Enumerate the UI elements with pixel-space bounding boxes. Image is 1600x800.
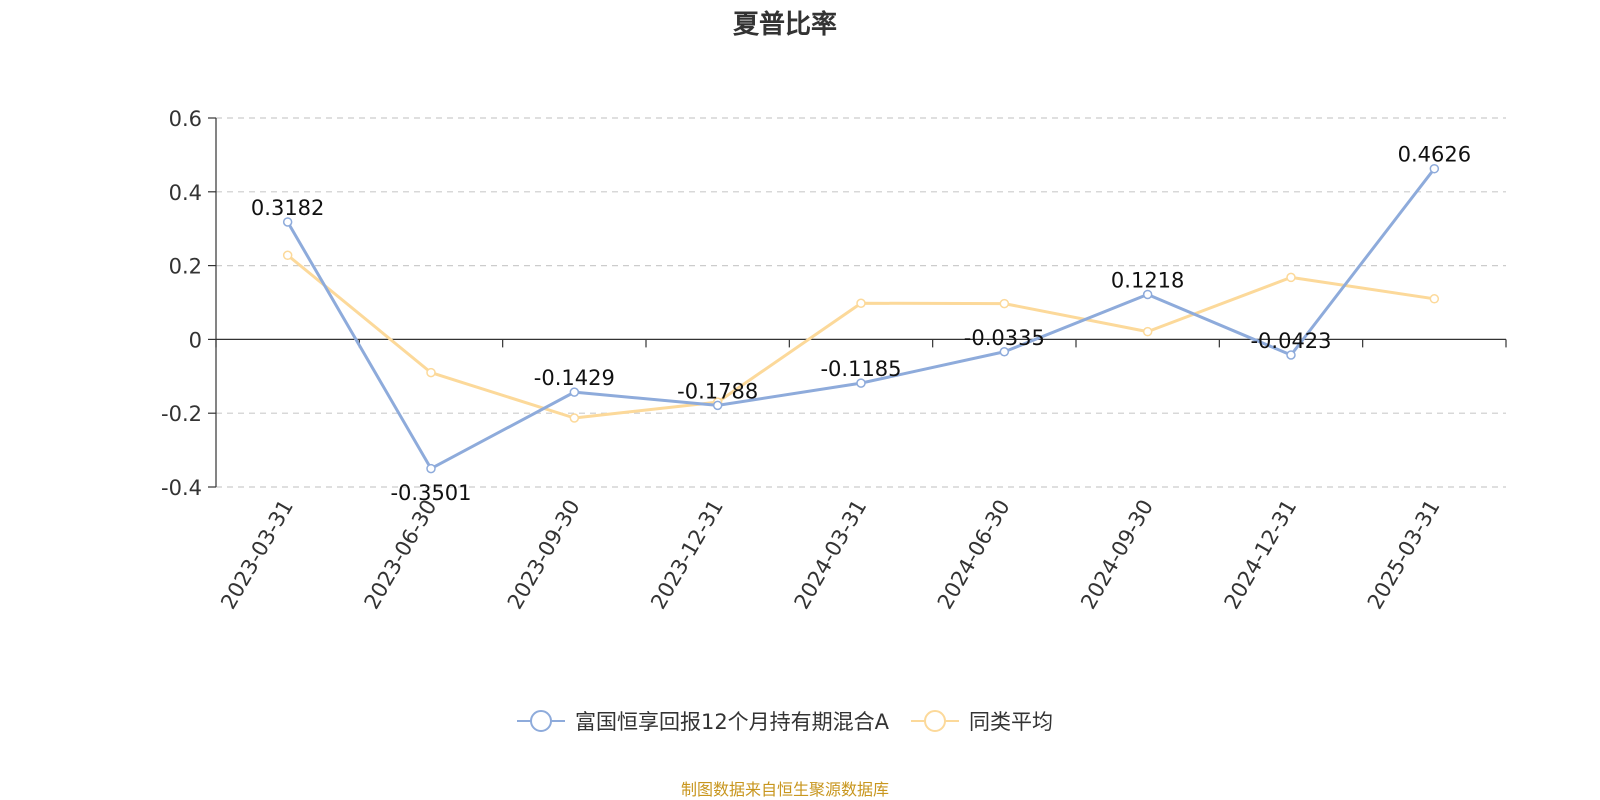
legend-label-peer-average: 同类平均 [969, 710, 1054, 734]
data-point-peer-average [856, 298, 866, 308]
data-label: -0.0423 [1250, 329, 1331, 353]
data-point-peer-average [282, 250, 293, 261]
x-tick-label: 2024-12-31 [1220, 496, 1302, 614]
line-chart: 0.6 0.4 0.2 0 -0.2 -0.4 2023-03-31 2023-06-30 20… [161, 107, 1507, 614]
series-line-fund [286, 167, 1436, 471]
data-point-peer-average [426, 367, 436, 378]
source-note: 制图数据来自恒生聚源数据库 [680, 780, 889, 799]
data-point-fund [569, 387, 580, 397]
x-tick-label: 2023-03-31 [216, 496, 298, 614]
y-tick-label: -0.2 [161, 402, 202, 426]
data-label: 0.1218 [1111, 268, 1184, 292]
y-tick-label: 0 [189, 328, 202, 352]
data-point-peer-average [1286, 272, 1296, 283]
data-label: 0.4626 [1398, 143, 1471, 167]
y-tick-label: -0.4 [161, 476, 202, 500]
data-point-fund [1429, 163, 1440, 174]
x-tick-label: 2023-12-31 [646, 496, 728, 614]
data-point-peer-average [1142, 326, 1153, 337]
data-point-peer-average [999, 298, 1010, 309]
data-label: 0.3182 [251, 196, 324, 220]
legend-marker-peer-average [911, 710, 960, 732]
legend-marker-fund [516, 710, 565, 732]
legend: 富国恒享回报12个月持有期混合A 同类平均 [0, 706, 1570, 736]
data-point-peer-average [1429, 294, 1440, 304]
data-point-fund [1286, 350, 1296, 360]
x-tick-label: 2023-09-30 [503, 496, 585, 614]
chart-title: 夏普比率 [732, 10, 837, 40]
y-tick-label: 0.2 [169, 255, 202, 279]
legend-label-fund: 富国恒享回报12个月持有期混合A [574, 710, 890, 734]
data-point-peer-average [569, 413, 580, 423]
legend-item-peer-average[interactable]: 同类平均 [911, 706, 1053, 736]
y-tick-label: 0.6 [169, 107, 202, 131]
data-point-fund [426, 463, 436, 474]
data-label: -0.0335 [964, 326, 1045, 350]
data-point-fund [282, 217, 293, 227]
x-tick-label: 2024-03-31 [790, 496, 872, 614]
data-label: -0.1788 [677, 379, 758, 403]
data-label: -0.1185 [820, 357, 901, 381]
data-point-fund [1142, 289, 1153, 300]
x-tick-label: 2023-06-30 [360, 496, 442, 614]
data-label: -0.1429 [534, 366, 615, 390]
x-tick-label: 2024-06-30 [933, 495, 1015, 613]
data-label: -0.3501 [390, 481, 471, 505]
x-tick-label: 2024-09-30 [1076, 496, 1158, 614]
data-point-fund [712, 400, 723, 411]
y-tick-label: 0.4 [169, 181, 202, 205]
data-point-fund [856, 378, 866, 388]
legend-item-fund[interactable]: 富国恒享回报12个月持有期混合A [516, 706, 890, 736]
x-tick-label: 2025-03-31 [1363, 496, 1445, 614]
data-point-fund [999, 347, 1010, 357]
